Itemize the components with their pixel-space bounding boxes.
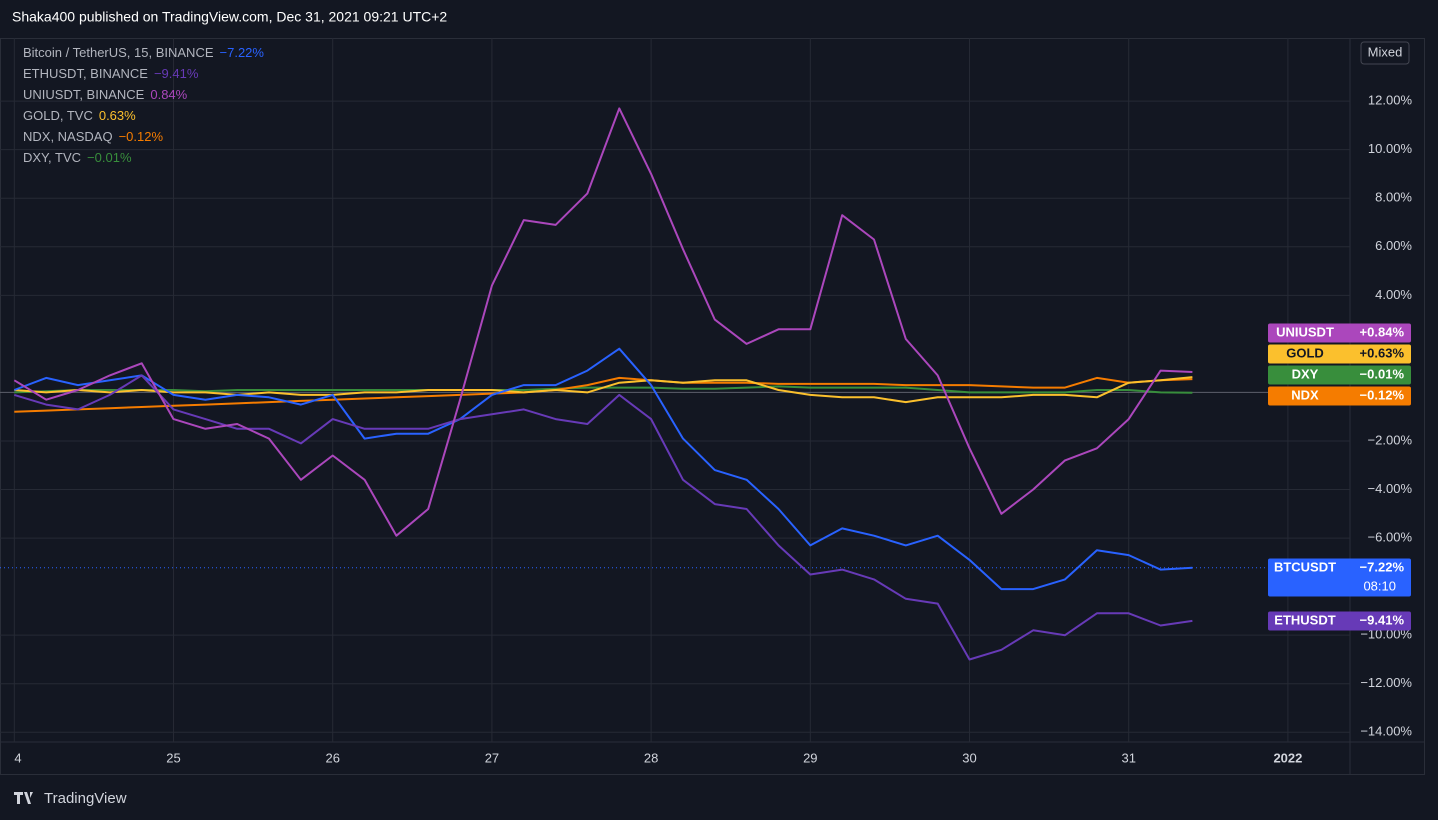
- legend-name: UNIUSDT, BINANCE: [23, 87, 145, 102]
- x-tick-label: 4: [14, 750, 21, 765]
- series-line: [14, 376, 1193, 413]
- x-tick-label: 30: [962, 750, 976, 765]
- x-tick-label: 28: [644, 750, 658, 765]
- legend-name: Bitcoin / TetherUS, 15, BINANCE: [23, 45, 214, 60]
- price-badge: [1268, 323, 1411, 343]
- badge-value: +0.84%: [1360, 324, 1405, 339]
- legend-change: −7.22%: [220, 45, 265, 60]
- badge-value: −7.22%: [1360, 559, 1405, 574]
- legend-change: −9.41%: [154, 66, 199, 81]
- x-tick-label: 31: [1121, 750, 1135, 765]
- legend-change: 0.84%: [150, 87, 187, 102]
- y-tick-label: −14.00%: [1360, 724, 1412, 739]
- series-line: [14, 376, 1193, 404]
- footer: TradingView: [44, 790, 127, 807]
- legend-name: NDX, NASDAQ: [23, 129, 113, 144]
- badge-countdown: 08:10: [1363, 578, 1396, 593]
- y-tick-label: 6.00%: [1375, 238, 1412, 253]
- legend-change: 0.63%: [99, 108, 136, 123]
- scale-mode[interactable]: Mixed: [1368, 44, 1403, 59]
- legend-entry: ETHUSDT, BINANCE −9.41%: [23, 66, 199, 81]
- legend-entry: DXY, TVC −0.01%: [23, 150, 132, 165]
- logo-icon: [14, 792, 33, 804]
- badge-symbol: GOLD: [1286, 345, 1324, 360]
- badge-value: −0.01%: [1360, 366, 1405, 381]
- header: Shaka400 published on TradingView.com, D…: [12, 9, 447, 25]
- x-tick-label: 2022: [1273, 750, 1302, 765]
- y-tick-label: −4.00%: [1368, 481, 1413, 496]
- x-tick-label: 25: [166, 750, 180, 765]
- scale-mode-button[interactable]: [1360, 41, 1410, 65]
- x-tick-label: 27: [485, 750, 499, 765]
- legend-name: GOLD, TVC: [23, 108, 93, 123]
- legend-entry: GOLD, TVC 0.63%: [23, 108, 136, 123]
- price-badge: [1268, 386, 1411, 406]
- chart-frame: [0, 38, 1425, 775]
- legend-entry: NDX, NASDAQ −0.12%: [23, 129, 163, 144]
- badge-value: −0.12%: [1360, 387, 1405, 402]
- price-badge: [1268, 344, 1411, 364]
- series-line: [14, 374, 1193, 661]
- legend-name: ETHUSDT, BINANCE: [23, 66, 148, 81]
- badge-symbol: NDX: [1291, 387, 1319, 402]
- price-badge: [1268, 558, 1411, 597]
- price-badge: [1268, 365, 1411, 385]
- y-tick-label: −12.00%: [1360, 675, 1412, 690]
- y-tick-label: 12.00%: [1368, 93, 1413, 108]
- y-tick-label: 8.00%: [1375, 190, 1412, 205]
- x-tick-label: 26: [325, 750, 339, 765]
- badge-symbol: BTCUSDT: [1274, 559, 1336, 574]
- y-tick-label: 4.00%: [1375, 287, 1412, 302]
- series-line: [13, 107, 1193, 537]
- legend-change: −0.01%: [87, 150, 132, 165]
- badge-symbol: ETHUSDT: [1274, 612, 1335, 627]
- y-tick-label: −6.00%: [1368, 530, 1413, 545]
- badge-symbol: UNIUSDT: [1276, 324, 1334, 339]
- legend-entry: UNIUSDT, BINANCE 0.84%: [23, 87, 188, 102]
- series-line: [13, 347, 1193, 591]
- badge-value: −9.41%: [1360, 612, 1405, 627]
- badge-value: +0.63%: [1360, 345, 1405, 360]
- y-tick-label: −2.00%: [1368, 432, 1413, 447]
- legend-change: −0.12%: [119, 129, 164, 144]
- plot: 4 25 26 27 28 29 30 31 2022 12.00% 10.00% 8.00% 6.00…: [0, 38, 1412, 765]
- x-tick-label: 29: [803, 750, 817, 765]
- legend-entry: Bitcoin / TetherUS, 15, BINANCE −7.22%: [23, 45, 264, 60]
- legend-name: DXY, TVC: [23, 150, 81, 165]
- badge-symbol: DXY: [1292, 366, 1319, 381]
- price-badge: [1268, 611, 1411, 631]
- y-tick-label: 10.00%: [1368, 141, 1413, 156]
